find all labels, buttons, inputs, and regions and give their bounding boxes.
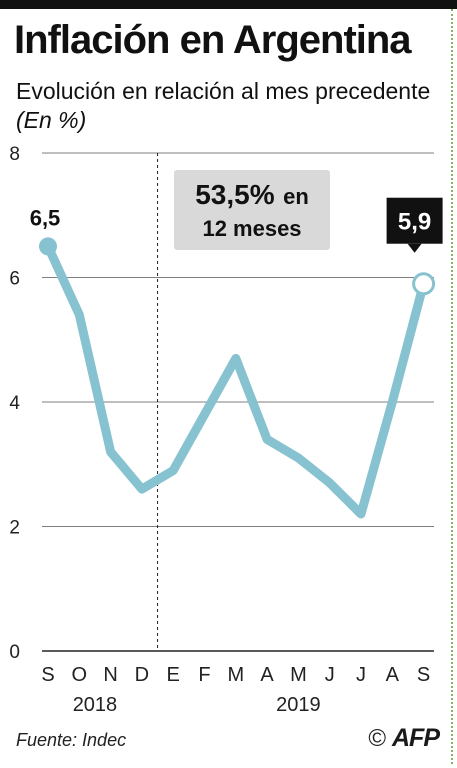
x-tick-label: E — [167, 664, 180, 686]
x-tick-label: J — [356, 664, 366, 686]
year-label: 2019 — [276, 694, 321, 716]
x-tick-label: S — [41, 664, 54, 686]
x-tick-label: S — [417, 664, 430, 686]
annotation-box — [174, 170, 330, 250]
chart-title: Inflación en Argentina — [14, 18, 412, 62]
chart-subtitle: Evolución en relación al mes precedente … — [16, 77, 430, 135]
point-marker — [39, 237, 57, 256]
annotation-value: 53,5% — [195, 179, 274, 210]
annotation-text: en — [283, 184, 309, 209]
x-tick-label: A — [260, 664, 274, 686]
x-tick-label: N — [103, 664, 117, 686]
subtitle-text: Evolución en relación al mes precedente — [16, 78, 431, 104]
callout-box — [386, 197, 443, 244]
series-line — [43, 241, 429, 519]
credit: © AFP — [368, 724, 440, 753]
x-tick-label: M — [290, 664, 307, 686]
callout-pointer — [407, 243, 422, 253]
copyright-symbol: © — [368, 724, 386, 752]
x-tick-label: A — [386, 664, 400, 686]
annotation-line1: 53,5% en — [195, 179, 309, 210]
source-note: Fuente: Indec — [16, 730, 127, 750]
y-tick-label: 4 — [9, 393, 20, 414]
x-tick-label: D — [135, 664, 149, 686]
y-tick-label: 2 — [9, 518, 20, 539]
afp-logo: AFP — [392, 724, 440, 752]
right-border — [451, 9, 453, 764]
year-label: 2018 — [73, 694, 118, 716]
x-tick-label: F — [198, 664, 210, 686]
y-tick-label: 8 — [9, 144, 20, 165]
top-bar — [0, 0, 457, 9]
y-tick-label: 0 — [9, 642, 20, 663]
data-label: 5,9 — [398, 209, 431, 236]
data-label: 6,5 — [30, 205, 61, 230]
y-tick-label: 6 — [9, 269, 20, 290]
x-tick-label: M — [227, 664, 244, 686]
x-tick-label: J — [325, 664, 335, 686]
subtitle-unit: (En %) — [16, 107, 87, 133]
annotation-line2: 12 meses — [202, 216, 301, 241]
x-tick-label: O — [72, 664, 88, 686]
point-marker — [412, 272, 436, 296]
